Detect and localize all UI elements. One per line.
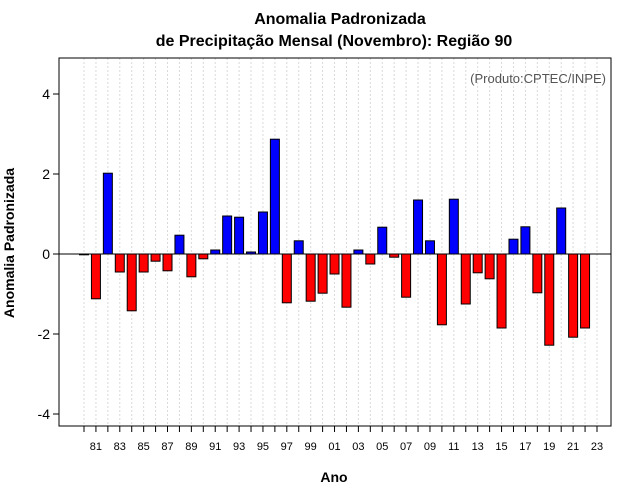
y-tick-label: -2 [38, 326, 51, 342]
x-tick-label: 09 [424, 441, 436, 453]
bar-15 [496, 253, 507, 329]
x-tick-label: 21 [567, 441, 579, 453]
bar-97 [281, 253, 292, 304]
bar-22 [580, 253, 591, 329]
bar-01 [329, 253, 340, 275]
x-tick-label: 83 [114, 441, 126, 453]
bar-83 [114, 253, 125, 273]
bars [79, 138, 591, 346]
bar-16 [508, 238, 519, 255]
bar-99 [305, 253, 316, 302]
x-tick-label: 99 [305, 441, 317, 453]
bar-21 [568, 253, 579, 338]
bar-89 [186, 253, 197, 278]
y-ticks: -4 -2 0 2 4 [38, 86, 59, 422]
chart-title: Anomalia Padronizada [254, 11, 426, 28]
bar-12 [460, 253, 471, 305]
bar-07 [401, 253, 412, 298]
x-tick-label: 03 [352, 441, 364, 453]
x-tick-label: 87 [161, 441, 173, 453]
y-tick-label: 2 [42, 166, 50, 182]
bar-19 [544, 253, 555, 346]
x-tick-label: 95 [257, 441, 269, 453]
y-axis-label: Anomalia Padronizada [1, 168, 17, 318]
chart-subtitle: de Precipitação Mensal (Novembro): Regiã… [156, 33, 513, 50]
bar-09 [424, 240, 435, 255]
bar-86 [150, 253, 161, 262]
x-tick-label: 97 [281, 441, 293, 453]
x-tick-label: 07 [400, 441, 412, 453]
bar-95 [257, 211, 268, 255]
x-tick-label: 23 [591, 441, 603, 453]
bar-98 [293, 240, 304, 255]
x-tick-label: 19 [543, 441, 555, 453]
bar-05 [377, 226, 388, 255]
bar-17 [520, 226, 531, 255]
bar-20 [556, 207, 567, 255]
bar-08 [413, 199, 424, 255]
bar-18 [532, 253, 543, 294]
x-tick-label: 17 [519, 441, 531, 453]
y-tick-label: 4 [42, 86, 50, 102]
x-tick-label: 05 [376, 441, 388, 453]
bar-04 [365, 253, 376, 265]
bar-02 [341, 253, 352, 308]
bar-92 [222, 215, 233, 255]
bar-11 [448, 198, 459, 255]
bar-93 [234, 216, 245, 255]
x-tick-label: 85 [138, 441, 150, 453]
bar-13 [472, 253, 483, 274]
source-annotation: (Produto:CPTEC/INPE) [470, 71, 606, 86]
x-tick-label: 15 [495, 441, 507, 453]
bar-81 [90, 253, 101, 300]
bar-10 [436, 253, 447, 326]
bar-85 [138, 253, 149, 273]
x-axis-label: Ano [320, 469, 347, 485]
x-tick-label: 01 [328, 441, 340, 453]
bar-00 [317, 253, 328, 294]
x-tick-label: 13 [472, 441, 484, 453]
y-tick-label: -4 [38, 406, 51, 422]
x-tick-label: 89 [185, 441, 197, 453]
x-tick-label: 81 [90, 441, 102, 453]
bar-82 [102, 172, 113, 255]
x-tick-label: 93 [233, 441, 245, 453]
bar-91 [210, 249, 221, 255]
bar-03 [353, 249, 364, 255]
bar-14 [484, 253, 495, 280]
y-tick-label: 0 [42, 246, 50, 262]
x-tick-label: 11 [448, 441, 459, 453]
gridlines [83, 58, 598, 426]
bar-90 [198, 253, 209, 260]
bar-87 [162, 253, 173, 272]
bar-88 [174, 234, 185, 255]
x-ticks: 81 83 85 87 89 91 93 95 97 99 01 03 05 07 09 11 13 15 17 19… [83, 426, 603, 453]
x-tick-label: 91 [209, 441, 221, 453]
bar-84 [126, 253, 137, 312]
bar-96 [269, 138, 280, 255]
